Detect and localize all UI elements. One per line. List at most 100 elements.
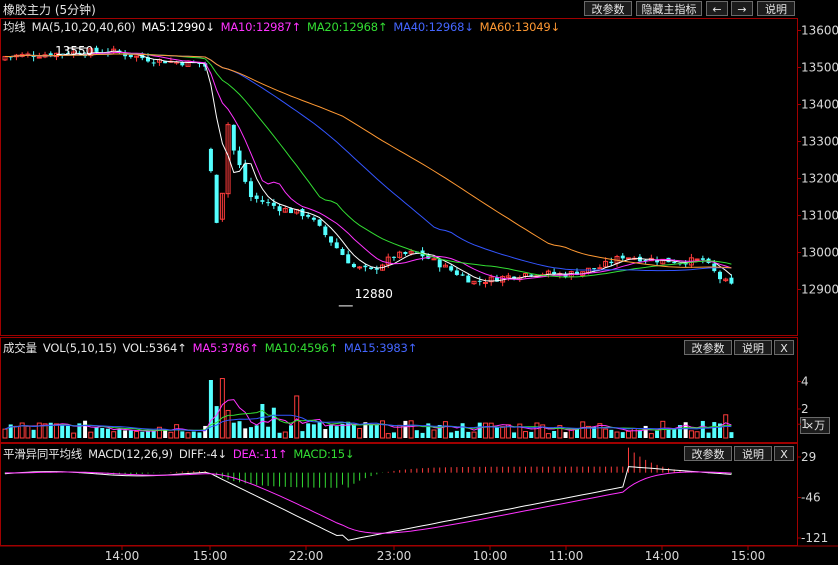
volume-bar-down (637, 430, 642, 438)
volume-bar-down (128, 430, 133, 438)
candle-body-down (477, 280, 482, 282)
volume-bar-down (620, 432, 625, 438)
candle-body-down (60, 53, 65, 55)
price-tick-label: 13400 (801, 98, 838, 112)
volume-bar-up (134, 430, 140, 439)
candle-body-down (363, 265, 368, 268)
volume-bar-up (13, 425, 19, 439)
volume-bar-down (191, 431, 196, 438)
volume-bar-up (603, 428, 609, 439)
panel-frame (0, 337, 798, 443)
diff-line (4, 466, 732, 541)
volume-bar-up (385, 433, 391, 439)
prev-arrow-button[interactable]: ← (706, 1, 728, 16)
volume-bar-up (42, 423, 48, 439)
time-tick-label: 11:00 (549, 549, 584, 563)
ma20-value: MA20:12968↑ (306, 20, 388, 34)
macd-name: 平滑异同平均线 (3, 447, 83, 461)
candle-body-up (482, 281, 488, 284)
candle-body-down (460, 274, 465, 276)
next-arrow-button[interactable]: → (731, 1, 753, 16)
macd-help-button[interactable]: 说明 (734, 446, 772, 461)
volume-bar-up (534, 422, 540, 439)
volume-bar-down (363, 422, 368, 438)
volume-bar-down (729, 432, 734, 438)
volume-bar-up (219, 378, 225, 439)
volume-bar-down (529, 431, 534, 438)
volume-bar-down (329, 425, 334, 438)
volume-help-button[interactable]: 说明 (734, 340, 772, 355)
macd-legend: 平滑异同平均线 MACD(12,26,9) DIFF:-4↓ DEA:-11↑ MACD… (3, 446, 360, 462)
volume-bar-up (625, 430, 631, 439)
price-tick-label: 13300 (801, 135, 838, 149)
ma20-line (5, 53, 732, 278)
time-tick-label: 22:00 (289, 549, 324, 563)
candle-body-down (208, 148, 213, 172)
volume-bar-up (2, 428, 8, 439)
volume-bar-down (346, 421, 351, 438)
ma5-line (5, 50, 732, 282)
volume-bar-down (289, 425, 293, 438)
volume-bar-down (300, 431, 305, 438)
volume-bar-down (712, 422, 717, 438)
ma40-value: MA40:12968↓ (393, 20, 474, 34)
volume-bar-down (420, 432, 425, 438)
candle-body-up (442, 264, 448, 268)
price-tick-label: 12900 (801, 283, 838, 297)
volume-bar-down (277, 432, 282, 438)
candle-body-up (431, 258, 437, 261)
volume-bar-down (254, 425, 259, 438)
ma-params: MA(5,10,20,40,60) (31, 20, 136, 34)
volume-params-button[interactable]: 改参数 (684, 340, 732, 355)
volume-close-button[interactable]: X (774, 340, 794, 355)
candle-body-down (260, 200, 265, 202)
candle-body-down (317, 219, 322, 226)
candle-body-up (597, 267, 603, 270)
macd-params-button[interactable]: 改参数 (684, 446, 732, 461)
volume-bar-down (512, 432, 517, 438)
volume-bar-down (414, 430, 419, 438)
candle-body-down (323, 226, 328, 236)
candle-body-down (277, 206, 282, 212)
candle-body-down (243, 163, 248, 182)
candle-body-down (180, 62, 185, 66)
volume-bar-up (471, 431, 477, 439)
low-price-label: 12880 (355, 287, 393, 301)
title-bar: 橡胶主力 (5分钟) 改参数 隐藏主指标 ← → 说明 (0, 0, 838, 18)
volume-bar-up (580, 421, 586, 439)
volume-bar-down (449, 432, 454, 438)
volume-bar-down (117, 428, 122, 438)
volume-bar-up (25, 425, 31, 439)
candle-body-up (88, 48, 94, 57)
panel-frame (0, 18, 798, 336)
hide-indicator-button[interactable]: 隐藏主指标 (636, 1, 702, 16)
volume-bar-up (545, 433, 551, 439)
volume-bar-down (48, 422, 53, 438)
help-button[interactable]: 说明 (757, 1, 795, 16)
volume-bar-up (517, 423, 523, 439)
price-tick-label: 13200 (801, 172, 838, 186)
high-price-label: 13550 (55, 44, 93, 58)
volume-bar-down (151, 430, 156, 438)
params-button[interactable]: 改参数 (584, 1, 632, 16)
volume-bar-down (311, 424, 316, 438)
volume-bar-down (231, 422, 236, 438)
volume-bar-down (700, 420, 705, 438)
volume-bar-up (500, 426, 506, 439)
volume-bar-down (180, 431, 185, 438)
volume-bar-down (374, 424, 379, 438)
volume-bar-down (351, 424, 356, 438)
macd-close-button[interactable]: X (774, 446, 794, 461)
candle-body-down (449, 266, 454, 271)
volume-bar-down (369, 424, 374, 438)
volume-bar-down (718, 423, 722, 438)
volume-bar-up (19, 422, 25, 439)
candle-body-down (609, 261, 614, 264)
volume-bar-down (403, 420, 408, 438)
candle-body-down (552, 271, 557, 275)
ma10-line (5, 51, 732, 281)
vol-ma10-value: MA10:4596↑ (264, 341, 338, 355)
volume-bar-up (482, 422, 488, 439)
time-tick-label: 14:00 (105, 549, 140, 563)
volume-bar-down (592, 426, 597, 438)
